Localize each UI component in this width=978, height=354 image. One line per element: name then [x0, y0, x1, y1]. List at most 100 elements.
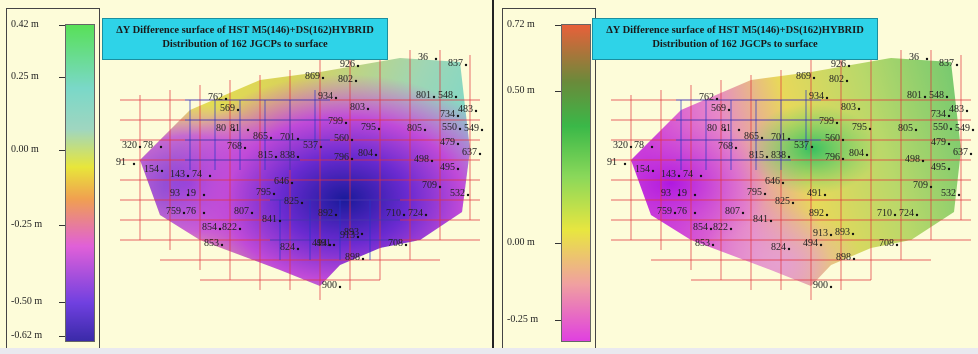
- svg-text:796: 796: [825, 152, 840, 163]
- svg-text:498: 498: [414, 154, 429, 165]
- gcp-point: [947, 142, 951, 146]
- gcp-point: [851, 232, 855, 236]
- svg-text:549: 549: [464, 123, 479, 134]
- svg-text:926: 926: [831, 59, 846, 70]
- gcp-point: [893, 213, 897, 217]
- svg-text:80: 80: [707, 123, 717, 134]
- gcp-point: [344, 121, 348, 125]
- gcp-point: [404, 243, 408, 247]
- gcp-point: [243, 146, 247, 150]
- gcp-point: [218, 227, 222, 231]
- gcp-point: [366, 107, 370, 111]
- gcp-point: [356, 64, 360, 68]
- svg-text:81: 81: [721, 123, 731, 134]
- svg-text:807: 807: [234, 206, 249, 217]
- svg-text:795: 795: [256, 187, 271, 198]
- right-color-legend: 0.72 m 0.50 m 0.00 m -0.25 m: [502, 8, 596, 350]
- svg-text:825: 825: [775, 196, 790, 207]
- gcp-point: [246, 128, 250, 132]
- svg-text:869: 869: [305, 71, 320, 82]
- svg-text:837: 837: [448, 58, 463, 69]
- gcp-point: [673, 211, 677, 215]
- gcp-point: [272, 192, 276, 196]
- gcp-point: [182, 211, 186, 215]
- gcp-point: [456, 167, 460, 171]
- gcp-point: [845, 79, 849, 83]
- svg-text:80: 80: [216, 123, 226, 134]
- legend-tick-label: 0.25 m: [11, 71, 39, 82]
- svg-text:893: 893: [835, 227, 850, 238]
- gcp-point: [969, 152, 973, 156]
- svg-text:498: 498: [905, 154, 920, 165]
- left-color-ramp: [65, 24, 95, 342]
- gcp-point: [971, 128, 975, 132]
- svg-text:550: 550: [442, 122, 457, 133]
- svg-text:898: 898: [836, 252, 851, 263]
- svg-text:709: 709: [913, 180, 928, 191]
- svg-text:320: 320: [122, 140, 137, 151]
- left-color-legend: 0.42 m 0.25 m 0.00 m -0.25 m -0.50 m -0.…: [6, 8, 100, 350]
- svg-text:838: 838: [771, 150, 786, 161]
- svg-text:93: 93: [170, 188, 180, 199]
- gcp-point: [787, 247, 791, 251]
- svg-text:143: 143: [661, 169, 676, 180]
- svg-text:724: 724: [408, 208, 423, 219]
- gcp-point: [434, 57, 438, 61]
- left-difference-surface-map: 926 36 837 869 802 801 548 483 762 934 8…: [116, 50, 484, 300]
- gcp-point: [791, 201, 795, 205]
- svg-text:807: 807: [725, 206, 740, 217]
- svg-text:495: 495: [440, 162, 455, 173]
- svg-text:537: 537: [794, 140, 809, 151]
- gcp-point: [354, 79, 358, 83]
- svg-text:768: 768: [227, 141, 242, 152]
- gcp-point: [741, 211, 745, 215]
- gcp-point: [723, 128, 727, 132]
- title-line-1: ΔY Difference surface of HST M5(146)+DS(…: [606, 25, 864, 36]
- gcp-point: [965, 109, 969, 113]
- svg-text:803: 803: [350, 102, 365, 113]
- gcp-point: [699, 174, 703, 178]
- svg-text:841: 841: [753, 214, 768, 225]
- blue-grid-lines: [185, 90, 400, 260]
- gcp-point: [186, 174, 190, 178]
- legend-max-label: 0.72 m: [507, 19, 535, 30]
- gcp-point: [825, 96, 829, 100]
- gcp-labels: 926 36 837 869 802 801 548 483 762 934 8…: [116, 52, 484, 291]
- gcp-point: [300, 201, 304, 205]
- svg-text:796: 796: [334, 152, 349, 163]
- gcp-point: [132, 162, 136, 166]
- svg-text:934: 934: [318, 91, 333, 102]
- gcp-point: [296, 155, 300, 159]
- svg-text:841: 841: [262, 214, 277, 225]
- svg-text:548: 548: [929, 90, 944, 101]
- gcp-point: [677, 174, 681, 178]
- gcp-point: [949, 127, 953, 131]
- gcp-point: [478, 152, 482, 156]
- blue-grid-lines: [676, 90, 821, 170]
- gcp-point: [334, 96, 338, 100]
- gcp-point: [955, 63, 959, 67]
- gcp-point: [423, 128, 427, 132]
- gcp-point: [186, 193, 190, 197]
- gcp-point: [947, 167, 951, 171]
- svg-text:869: 869: [796, 71, 811, 82]
- svg-text:804: 804: [849, 148, 864, 159]
- svg-text:154: 154: [144, 164, 159, 175]
- legend-tick-label: -0.50 m: [11, 296, 43, 307]
- right-map-panel: 926 36 837 869 802 801 548 483 762 934 8…: [496, 0, 978, 354]
- gcp-point: [374, 153, 378, 157]
- svg-text:824: 824: [280, 242, 295, 253]
- svg-text:495: 495: [931, 162, 946, 173]
- gcp-point: [925, 57, 929, 61]
- gcp-point: [895, 243, 899, 247]
- svg-text:708: 708: [388, 238, 403, 249]
- gcp-point: [737, 128, 741, 132]
- svg-text:81: 81: [230, 123, 240, 134]
- bottom-strip: [0, 348, 978, 354]
- svg-text:532: 532: [941, 188, 956, 199]
- svg-text:143: 143: [170, 169, 185, 180]
- svg-text:74: 74: [683, 169, 693, 180]
- gcp-point: [328, 243, 332, 247]
- gcp-point: [296, 247, 300, 251]
- gcp-point: [929, 185, 933, 189]
